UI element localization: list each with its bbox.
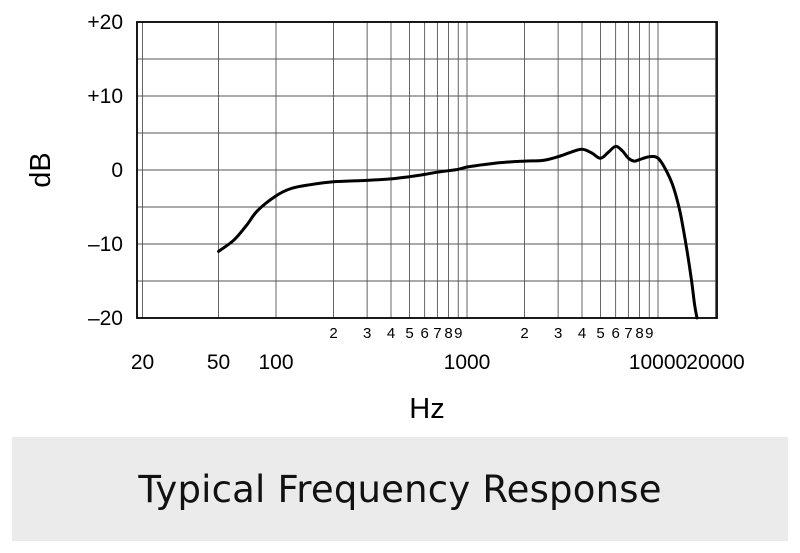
x-minor-tick-label: 7 [624, 325, 632, 342]
x-minor-tick-label: 3 [554, 325, 562, 342]
plot-frame [136, 21, 718, 319]
x-major-tick-label: 1000 [444, 351, 491, 374]
x-minor-tick-label: 8 [635, 325, 643, 342]
frequency-response-line [217, 144, 699, 320]
y-tick-label: +20 [87, 11, 123, 34]
x-minor-tick-label: 8 [444, 325, 452, 342]
x-minor-tick-label: 6 [420, 325, 428, 342]
chart-caption: Typical Frequency Response [138, 467, 662, 511]
x-tick-labels: 2 3 4 5 6 7 8 9 2 3 4 5 6 7 8 920 50 100 1000 10000 20000 [131, 325, 745, 374]
x-major-tick-label: 50 [207, 351, 230, 374]
y-tick-label: –10 [88, 233, 123, 256]
x-major-tick-label: 20000 [686, 351, 744, 374]
x-minor-tick-label: 5 [596, 325, 604, 342]
x-minor-tick-label: 2 [520, 325, 528, 342]
x-minor-tick-label: 2 [329, 325, 337, 342]
caption-bar: Typical Frequency Response [12, 437, 788, 541]
frequency-response-chart: +20+100–10–20 2 3 4 5 6 7 8 9 2 3 4 5 6 7 8 920 50 100 100… [25, 11, 745, 425]
x-minor-tick-label: 9 [454, 325, 462, 342]
x-major-tick-label: 100 [258, 351, 293, 374]
x-axis-label: Hz [409, 393, 444, 425]
x-minor-tick-label: 3 [363, 325, 371, 342]
x-minor-tick-label: 5 [405, 325, 413, 342]
x-minor-tick-label: 7 [433, 325, 441, 342]
x-major-tick-label: 10000 [629, 351, 687, 374]
grid [136, 21, 718, 319]
y-tick-label: –20 [88, 307, 123, 330]
y-tick-label: 0 [111, 159, 123, 182]
x-minor-tick-label: 9 [645, 325, 653, 342]
y-axis-label: dB [25, 152, 57, 187]
y-tick-label: +10 [87, 85, 123, 108]
x-minor-tick-label: 6 [611, 325, 619, 342]
x-minor-tick-label: 4 [578, 325, 586, 342]
x-major-tick-label: 20 [131, 351, 154, 374]
y-tick-labels: +20 +10 0 –10 –20 [87, 11, 123, 330]
x-minor-tick-label: 4 [387, 325, 395, 342]
